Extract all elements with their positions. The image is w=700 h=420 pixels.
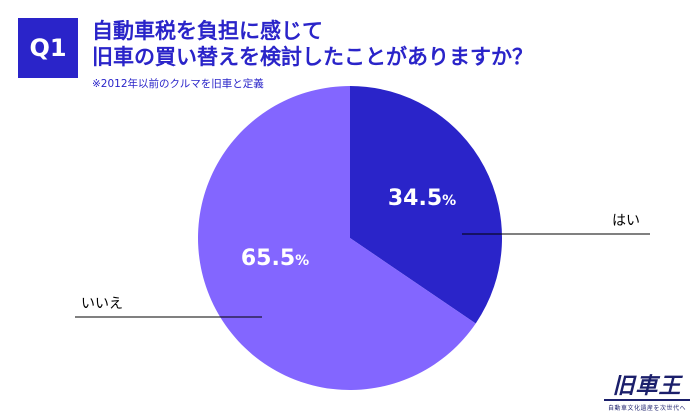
slice-yes-value: 34.5 — [388, 186, 442, 211]
legend-label-yes: はい — [612, 213, 640, 229]
logo-wordmark: 旧車王 — [604, 375, 690, 401]
question-badge: Q1 — [18, 18, 78, 78]
slice-yes-unit: % — [442, 193, 456, 209]
slice-yes-value-label: 34.5% — [388, 186, 456, 211]
title-line-1: 自動車税を負担に感じて — [92, 19, 323, 43]
slice-no-value-label: 65.5% — [241, 246, 309, 271]
title-line-2: 旧車の買い替えを検討したことがありますか？ — [92, 45, 533, 69]
slice-no-unit: % — [295, 253, 309, 269]
legend-label-no: いいえ — [81, 296, 123, 312]
survey-question-title: 自動車税を負担に感じて 旧車の買い替えを検討したことがありますか？ — [92, 18, 533, 70]
pie-slice-no — [198, 86, 476, 390]
slice-no-value: 65.5 — [241, 246, 295, 271]
definition-note: ※2012年以前のクルマを旧車と定義 — [92, 78, 264, 90]
logo-tagline: 自動車文化遺産を次世代へ — [607, 405, 686, 412]
kyushaoh-logo: 旧車王 自動車文化遺産を次世代へ — [604, 375, 690, 412]
pie-slice-yes — [350, 86, 503, 324]
